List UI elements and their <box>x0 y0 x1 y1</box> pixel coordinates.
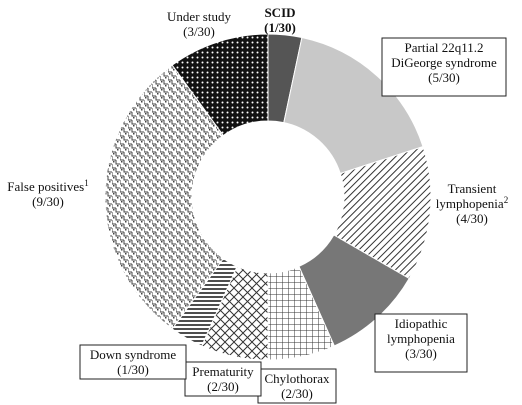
label-line: (2/30) <box>281 386 313 401</box>
label-line: Chylothorax <box>265 371 330 386</box>
label-box <box>184 361 262 397</box>
label-box <box>381 37 507 97</box>
label-line: lymphopenia <box>387 331 455 346</box>
label-line: Down syndrome <box>90 347 177 362</box>
label-line: Partial 22q11.2 <box>405 40 484 55</box>
label-line: Under study <box>167 9 231 24</box>
label-line: Transient <box>448 181 497 196</box>
label-chylothorax: Chylothorax(2/30) <box>257 368 337 404</box>
label-scid: SCID(1/30) <box>264 5 296 35</box>
label-line: False positives1 <box>7 178 88 194</box>
label-prematurity: Prematurity(2/30) <box>184 361 262 397</box>
label-line: lymphopenia2 <box>436 195 508 211</box>
label-line: SCID <box>264 5 295 20</box>
label-box <box>257 368 337 404</box>
label-line: (2/30) <box>207 379 239 394</box>
label-line: (3/30) <box>183 24 215 39</box>
label-box <box>79 344 187 380</box>
label-false-positives: False positives1(9/30) <box>7 178 88 209</box>
slice-partial-22q11-2-digeorge-syndrome <box>283 36 424 175</box>
label-line: DiGeorge syndrome <box>391 55 497 70</box>
footnote-marker: 2 <box>504 195 509 205</box>
label-line: (1/30) <box>117 362 149 377</box>
label-line: (1/30) <box>264 20 296 35</box>
label-line: Prematurity <box>192 364 254 379</box>
label-down-syndrome: Down syndrome(1/30) <box>79 344 187 380</box>
label-line: (4/30) <box>456 211 488 226</box>
label-line: (9/30) <box>32 194 64 209</box>
slice-under-study <box>171 33 269 137</box>
label-box <box>374 313 468 373</box>
footnote-marker: 1 <box>84 178 89 188</box>
slice-false-positives <box>104 64 225 330</box>
label-under-study: Under study(3/30) <box>167 9 231 39</box>
label-line: (3/30) <box>405 346 437 361</box>
label-line: Idiopathic <box>395 316 448 331</box>
label-line: (5/30) <box>428 70 460 85</box>
